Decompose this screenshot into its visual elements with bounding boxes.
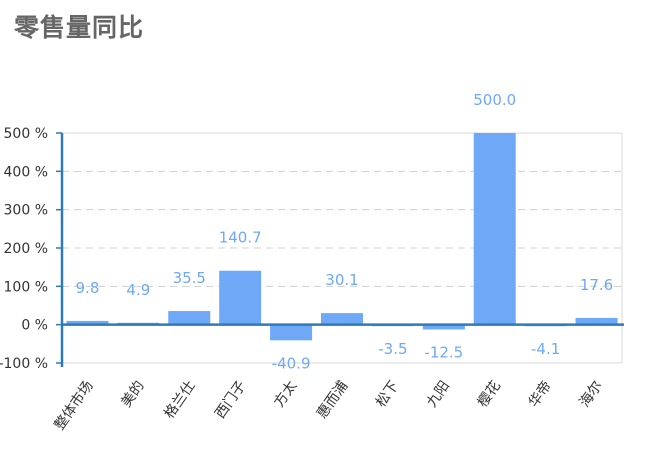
chart-title: 零售量同比 [14,13,145,42]
data-label: -3.5 [378,340,407,358]
x-tick-label: 整体市场 [51,378,97,434]
y-tick-label: 500 % [4,126,48,142]
x-tick-label: 松下 [373,378,402,410]
bar [321,313,363,325]
y-tick-label: 200 % [4,241,48,257]
y-tick-label: -100 % [0,356,48,372]
y-tick-label: 0 % [21,318,48,334]
x-tick-label: 西门子 [212,378,249,422]
x-tick-label: 樱花 [474,378,504,411]
y-tick-label: 300 % [4,203,48,219]
x-tick-label: 海尔 [577,378,606,410]
bar [270,324,313,341]
data-label: 4.9 [126,281,150,299]
x-tick-label: 方太 [271,378,300,410]
data-label: -12.5 [424,343,463,361]
x-tick-label: 惠而浦 [314,378,351,422]
data-label: -40.9 [272,354,311,372]
x-tick-label: 格兰仕 [161,378,198,422]
bar [473,133,516,325]
data-label: 35.5 [173,269,206,287]
data-label: -4.1 [531,340,560,358]
y-tick-label: 100 % [4,279,48,295]
bar [168,311,211,325]
data-label: 30.1 [325,271,358,289]
data-label: 500.0 [473,91,516,109]
x-tick-label: 华帝 [526,378,555,410]
data-label: 17.6 [580,276,613,294]
bar [66,320,109,325]
x-tick-label: 九阳 [424,378,453,410]
y-tick-label: 400 % [4,164,48,180]
x-tick-label: 美的 [118,378,147,410]
bar [219,270,262,325]
bar [575,317,618,325]
data-label: 9.8 [76,279,100,297]
data-label: 140.7 [219,229,262,247]
bar [422,324,465,330]
